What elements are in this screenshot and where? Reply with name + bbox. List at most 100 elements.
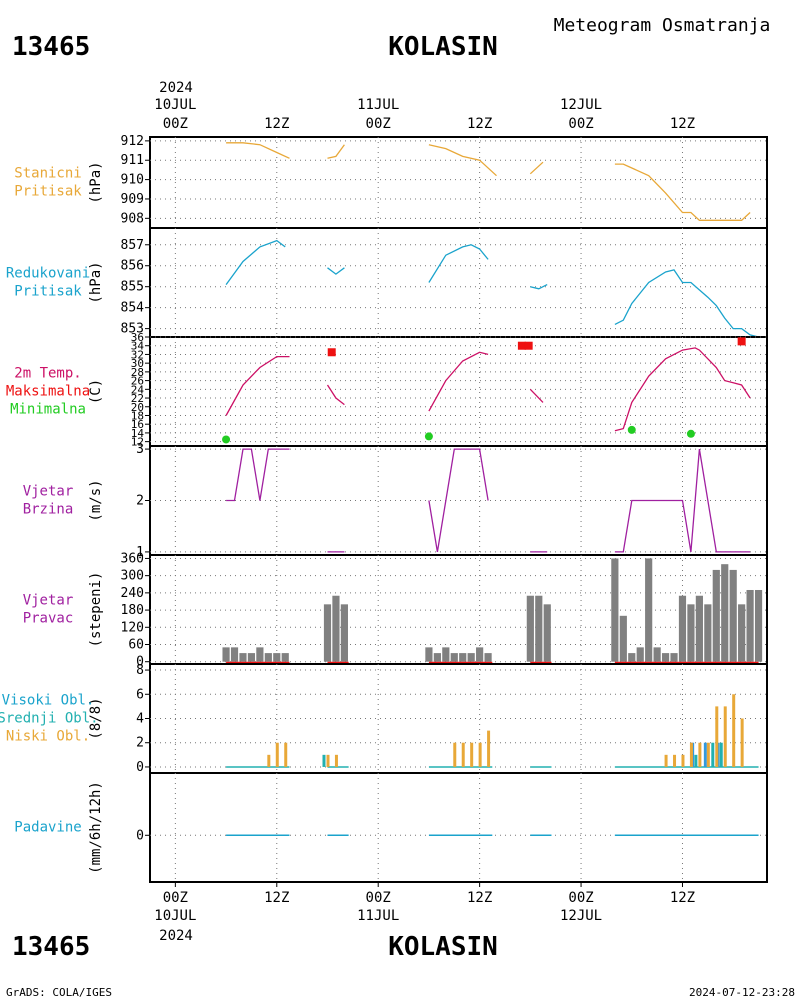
series-line — [225, 355, 290, 416]
panel-label: Pritisak — [14, 284, 82, 300]
panel-frame — [149, 772, 768, 883]
y-tick-label: 12 — [131, 436, 144, 449]
y-tick-label: 16 — [131, 418, 144, 431]
y-tick-label: 360 — [121, 551, 144, 566]
direction-bar — [433, 653, 441, 662]
y-tick-label: 3 — [136, 442, 144, 457]
direction-bar — [230, 647, 239, 662]
y-axis-label: (C) — [88, 379, 104, 404]
y-tick-label: 36 — [131, 331, 144, 344]
direction-bar — [450, 653, 458, 662]
direction-bar — [256, 647, 264, 662]
y-axis-label: (hPa) — [88, 161, 104, 203]
low-cloud-bar — [275, 742, 279, 767]
y-tick-label: 300 — [121, 569, 144, 584]
panel-label: 2m Temp. — [14, 366, 81, 382]
y-tick-label: 0 — [136, 828, 144, 843]
series-line — [326, 384, 345, 406]
top-hour-label: 12Z — [467, 116, 492, 132]
y-tick-label: 14 — [131, 427, 145, 440]
y-tick-label: 24 — [131, 383, 145, 396]
direction-bar — [628, 653, 636, 662]
top-year-label: 2024 — [159, 80, 193, 96]
low-cloud-bar — [267, 754, 271, 767]
y-tick-label: 910 — [121, 173, 144, 188]
series-line — [225, 239, 286, 285]
direction-bar — [484, 653, 492, 662]
direction-bar — [281, 653, 289, 662]
y-tick-label: 180 — [121, 603, 144, 618]
panel-label: Redukovani — [6, 266, 90, 282]
station-name-top: KOLASIN — [388, 32, 498, 62]
direction-bar — [467, 653, 475, 662]
series-line — [428, 351, 489, 412]
series-line — [226, 448, 290, 502]
bottom-date-label: 12JUL — [560, 908, 602, 924]
direction-bar — [340, 604, 348, 662]
tmax-marker — [517, 341, 526, 350]
direction-bar — [636, 647, 644, 662]
panel-label: Srednji Obl. — [0, 711, 99, 727]
low-cloud-bar — [698, 742, 702, 767]
y-tick-label: 912 — [121, 134, 144, 149]
panel-label: Niski Obl. — [6, 729, 90, 745]
y-tick-label: 60 — [128, 637, 144, 652]
panel-label: Vjetar — [23, 593, 74, 609]
top-hour-label: 00Z — [568, 116, 593, 132]
direction-bar — [323, 604, 332, 662]
low-cloud-bar — [689, 742, 693, 767]
station-id-top: 13465 — [12, 32, 90, 62]
y-tick-label: 20 — [131, 401, 144, 414]
series-line — [428, 448, 489, 553]
panel-label: Pravac — [23, 611, 74, 627]
direction-bar — [273, 653, 281, 662]
y-tick-label: 28 — [131, 366, 144, 379]
panel-wind_direction: 0 60 120 180 240 300 360 (stepeni) Vjetar Pravac — [23, 551, 768, 670]
y-tick-label: 4 — [136, 712, 144, 727]
station-id-bottom: 13465 — [12, 932, 90, 962]
direction-bar — [264, 653, 272, 662]
bottom-hour-label: 12Z — [264, 890, 289, 906]
series-line — [428, 244, 489, 283]
low-cloud-bar — [470, 742, 474, 767]
bottom-hour-label: 00Z — [568, 890, 593, 906]
timestamp-label: 2024-07-12-23:28 — [689, 986, 795, 999]
tmax-marker — [524, 341, 533, 350]
direction-bar — [738, 604, 746, 662]
direction-bar — [746, 589, 754, 662]
direction-bar — [670, 653, 678, 662]
tmin-marker — [627, 425, 636, 434]
tmax-marker — [327, 348, 336, 357]
y-tick-label: 2 — [136, 494, 144, 509]
y-tick-label: 18 — [131, 409, 144, 422]
direction-bar — [476, 647, 484, 662]
low-cloud-bar — [487, 730, 491, 767]
low-cloud-bar — [732, 694, 736, 767]
top-hour-label: 00Z — [366, 116, 391, 132]
bottom-date-label: 11JUL — [357, 908, 399, 924]
low-cloud-bar — [478, 742, 482, 767]
bottom-date-label: 10JUL — [154, 908, 196, 924]
panel-label: Minimalna — [10, 402, 86, 418]
bottom-year-label: 2024 — [159, 928, 193, 944]
y-tick-label: 120 — [121, 620, 144, 635]
direction-bar — [619, 615, 627, 662]
panel-wind_speed: 1 2 3 (m/s) Vjetar Brzina — [23, 442, 768, 560]
direction-bar — [645, 558, 653, 662]
series-line — [529, 388, 544, 403]
panel-label: Stanicni — [14, 166, 81, 182]
series-line — [428, 144, 497, 177]
y-tick-label: 911 — [121, 153, 144, 168]
series-line — [530, 284, 548, 290]
low-cloud-bar — [681, 754, 685, 767]
panel-label: Brzina — [23, 502, 74, 518]
credit-label: GrADS: COLA/IGES — [6, 986, 112, 999]
y-tick-label: 22 — [131, 392, 144, 405]
bottom-time-axis: 00Z 10JUL 12Z 00Z 11JUL 12Z 00Z 12JUL 12Z — [154, 890, 695, 924]
top-hour-label: 12Z — [264, 116, 289, 132]
panel-frame — [149, 336, 768, 447]
direction-bar — [653, 647, 661, 662]
top-hour-label: 00Z — [163, 116, 188, 132]
series-line — [614, 163, 751, 221]
